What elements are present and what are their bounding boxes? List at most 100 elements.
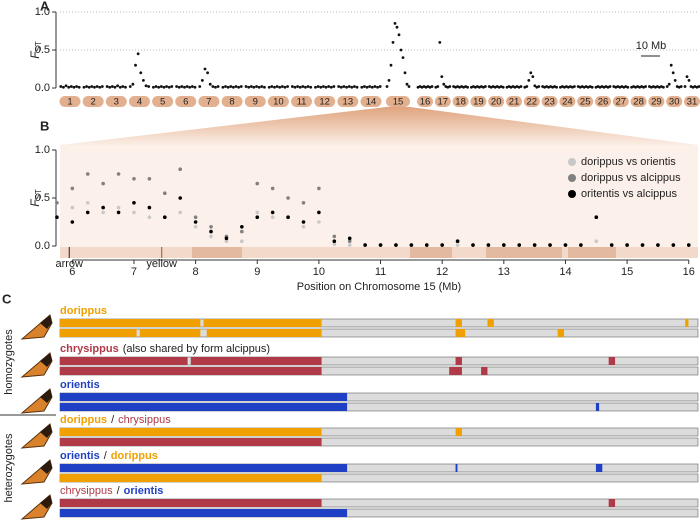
fst-point xyxy=(590,85,594,89)
fst-point xyxy=(101,181,105,186)
fst-point xyxy=(697,85,700,88)
fst-point xyxy=(532,243,537,247)
legend-label: dorippus vs alcippus xyxy=(581,172,681,184)
fst-point xyxy=(100,85,104,88)
fst-point xyxy=(136,52,140,56)
annotation: arrow xyxy=(55,258,83,270)
chromosome-label: 19 xyxy=(473,97,484,108)
fst-point xyxy=(255,85,258,88)
fst-point xyxy=(75,85,78,88)
haplotype-segment xyxy=(139,329,201,337)
fst-point xyxy=(378,243,383,247)
fst-point xyxy=(360,85,364,89)
chromosome-label: 20 xyxy=(491,97,502,108)
fst-point xyxy=(203,67,207,71)
fst-point xyxy=(170,85,174,88)
fst-point xyxy=(132,177,136,181)
chromosome-label: 15 xyxy=(393,97,404,108)
chromosome-label: 3 xyxy=(114,97,119,108)
fst-point xyxy=(134,63,137,67)
x-tick-label: 7 xyxy=(131,266,137,278)
chromosome-label: 6 xyxy=(183,97,188,108)
fst-point xyxy=(438,41,442,44)
fst-point xyxy=(687,79,691,82)
chromosome xyxy=(488,96,505,107)
fst-point xyxy=(644,85,647,88)
fst-point xyxy=(314,85,317,89)
zoom-background xyxy=(60,145,698,258)
fst-point xyxy=(405,82,409,86)
y-tick-label: 0.0 xyxy=(35,240,50,252)
fst-point xyxy=(249,85,253,88)
haplotype-segment xyxy=(608,499,616,507)
chromosome xyxy=(470,96,487,107)
fst-point xyxy=(185,85,189,88)
fst-point xyxy=(118,85,122,89)
row-label-part: dorippus xyxy=(60,414,107,426)
fst-point xyxy=(244,85,248,88)
scaffold-block xyxy=(486,247,562,258)
chromosome-label: 16 xyxy=(420,97,431,108)
fst-point xyxy=(440,75,444,78)
chromosome xyxy=(523,96,540,107)
fst-point xyxy=(141,79,145,82)
haplotype-segment xyxy=(455,428,462,436)
haplotype-segment xyxy=(60,464,348,472)
fst-point xyxy=(270,85,274,88)
row-label-part: / xyxy=(117,485,121,497)
butterfly-tip xyxy=(40,315,52,329)
fst-point xyxy=(665,85,669,88)
fst-point xyxy=(59,85,63,88)
chromosome xyxy=(630,96,647,107)
fst-point xyxy=(247,85,251,89)
fst-point xyxy=(608,85,612,88)
fst-point xyxy=(409,243,414,247)
fst-point xyxy=(255,181,260,186)
scaffold-block xyxy=(192,247,242,258)
haplotype-segment xyxy=(190,357,322,365)
fst-point xyxy=(237,85,241,89)
fst-point xyxy=(306,85,310,88)
haplotype-segment xyxy=(60,438,322,446)
fst-point xyxy=(662,85,665,89)
fst-point xyxy=(101,205,105,210)
fst-point xyxy=(440,243,444,247)
chromosome xyxy=(666,96,683,107)
chromosome xyxy=(452,96,469,107)
chromosome xyxy=(152,96,174,107)
fst-point xyxy=(273,85,276,89)
y-axis-label: FST xyxy=(28,41,43,59)
y-axis-label: FST xyxy=(28,189,43,207)
butterfly-tip xyxy=(40,353,52,367)
fst-point xyxy=(270,186,275,191)
fst-point xyxy=(132,201,136,205)
y-tick-label: 1.0 xyxy=(35,6,50,18)
fst-point xyxy=(116,172,121,176)
fst-point xyxy=(304,85,307,89)
fst-point xyxy=(466,85,469,89)
chromosome-label: 10 xyxy=(273,97,284,108)
haplotype-segment xyxy=(60,499,322,507)
fst-point xyxy=(180,85,184,88)
fst-point xyxy=(157,85,161,89)
chromosome xyxy=(648,96,665,107)
fst-point xyxy=(537,85,541,88)
fst-point xyxy=(62,85,65,89)
chromosome xyxy=(128,96,150,107)
fst-point xyxy=(533,84,537,88)
fst-point xyxy=(116,210,121,215)
fst-point xyxy=(116,205,121,210)
fst-point xyxy=(394,243,398,247)
fst-point xyxy=(175,85,178,88)
haplotype-segment xyxy=(449,367,462,375)
fst-point xyxy=(85,210,90,215)
row-label-part: / xyxy=(111,414,115,426)
chromosome-label: 26 xyxy=(598,97,609,108)
haplotype-segment xyxy=(595,464,603,472)
fst-point xyxy=(131,82,135,86)
legend-label: dorippus vs orientis xyxy=(581,156,676,168)
fst-point xyxy=(55,215,59,219)
haplotype-segment xyxy=(60,474,322,482)
fst-point xyxy=(214,85,217,89)
fst-point xyxy=(275,85,279,88)
